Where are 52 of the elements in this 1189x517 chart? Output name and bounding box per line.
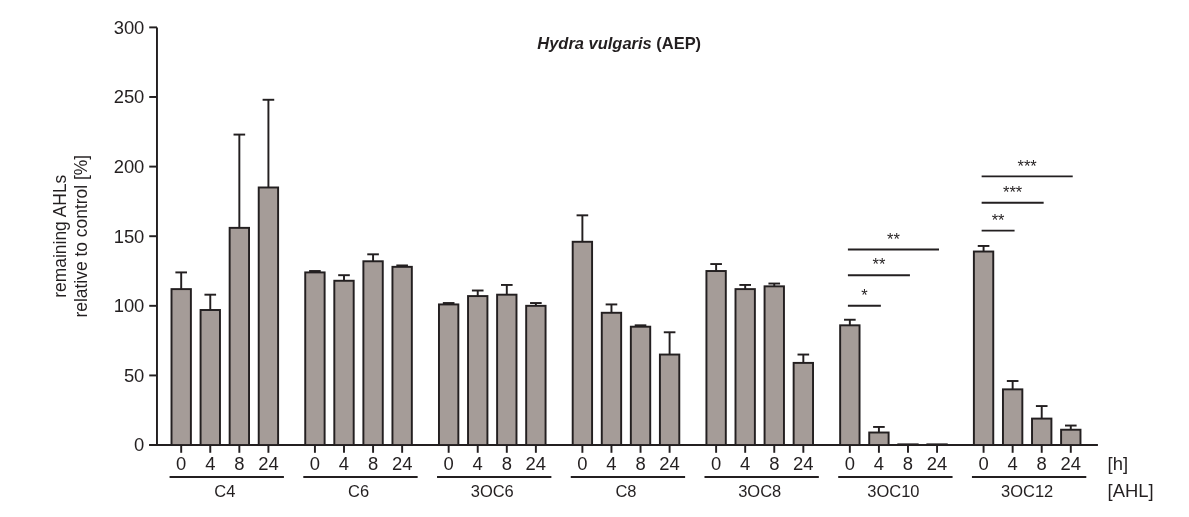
- x-tick-label: 24: [659, 453, 680, 475]
- annotation: ***: [1017, 156, 1038, 175]
- text: [AHL]: [1107, 480, 1154, 502]
- text: 3OC8: [738, 482, 782, 501]
- annotation: *: [861, 285, 869, 304]
- x-tick-label: 4: [338, 453, 350, 475]
- x-tick-label: 0: [443, 453, 454, 475]
- y-axis-title: remaining AHLs relative to control [%]: [49, 154, 92, 318]
- text: C8: [615, 482, 637, 501]
- x-tick-label: 0: [844, 453, 855, 475]
- x-tick-label: 24: [793, 453, 814, 475]
- text: [h]: [1107, 453, 1129, 475]
- x-tick-label: 8: [902, 453, 914, 475]
- x-tick-label: 8: [501, 453, 512, 475]
- x-tick-label: 4: [606, 453, 617, 475]
- text: 3OC12: [1001, 482, 1054, 501]
- x-tick-label: 8: [1036, 453, 1047, 475]
- annotation: ***: [1003, 182, 1023, 201]
- x-tick-label: 8: [234, 453, 245, 475]
- y-tick-label: 0: [134, 434, 145, 456]
- x-tick-label: 8: [635, 453, 646, 475]
- x-tick-label: 0: [978, 453, 989, 475]
- text: 3OC6: [470, 482, 514, 501]
- x-tick-label: 4: [740, 453, 751, 475]
- x-tick-label: 4: [472, 453, 483, 475]
- x-tick-label: 8: [769, 453, 780, 475]
- y-tick-label: 200: [113, 156, 145, 178]
- text: C6: [348, 482, 370, 501]
- chart-title: Hydra vulgaris (AEP): [537, 33, 702, 52]
- x-tick-label: 8: [367, 453, 379, 475]
- annotation: **: [872, 255, 886, 274]
- x-tick-label: 24: [926, 453, 948, 475]
- y-tick-label: 50: [123, 364, 145, 386]
- y-tick-label: 150: [113, 225, 145, 247]
- text: 3OC10: [867, 482, 920, 501]
- x-tick-label: 4: [873, 453, 885, 475]
- x-tick-label: 24: [391, 453, 413, 475]
- y-tick-label: 100: [113, 295, 145, 317]
- x-tick-label: 24: [258, 453, 279, 475]
- y-tick-label: 300: [113, 16, 145, 38]
- x-tick-label: 0: [577, 453, 588, 475]
- x-tick-label: 24: [1060, 453, 1082, 475]
- y-tick-label: 250: [113, 86, 145, 108]
- x-tick-label: 4: [1007, 453, 1018, 475]
- annotation: **: [887, 229, 901, 248]
- x-tick-label: 0: [309, 453, 321, 475]
- annotation: **: [991, 210, 1006, 229]
- x-tick-label: 0: [176, 453, 187, 475]
- text: C4: [214, 482, 236, 501]
- x-tick-label: 24: [525, 453, 547, 475]
- x-tick-label: 0: [710, 453, 722, 475]
- x-tick-label: 4: [205, 453, 216, 475]
